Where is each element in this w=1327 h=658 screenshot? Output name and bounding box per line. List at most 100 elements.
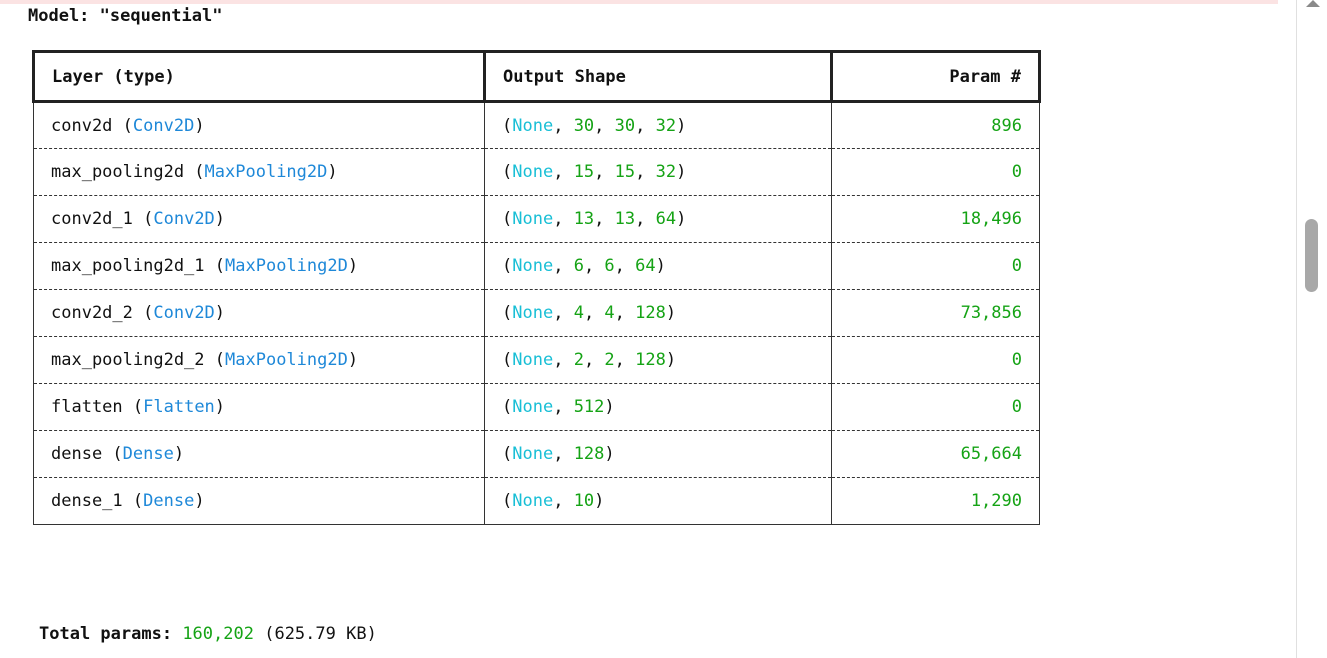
previous-output-edge (0, 0, 1278, 4)
layer-cell: conv2d_1 (Conv2D) (33, 195, 485, 243)
table-row: flatten (Flatten) (None, 512) 0 (33, 383, 1040, 431)
layer-name: flatten (51, 397, 123, 417)
layer-cell: max_pooling2d (MaxPooling2D) (33, 148, 485, 196)
total-params-line: Total params: 160,202 (625.79 KB) (39, 617, 418, 652)
batch-dim: None (512, 303, 554, 323)
model-name: "sequential" (99, 6, 223, 26)
layer-name: conv2d_1 (51, 209, 133, 229)
output-shape-cell: (None, 15, 15, 32) (484, 148, 832, 196)
param-count: 0 (831, 148, 1040, 196)
layer-type: MaxPooling2D (225, 350, 348, 370)
total-params-label: Total params: (39, 624, 173, 644)
shape-dim: 2 (604, 350, 615, 370)
shape-dim: 6 (573, 256, 584, 276)
table-row: conv2d_1 (Conv2D) (None, 13, 13, 64) 18,49… (33, 195, 1040, 243)
shape-dim: 2 (573, 350, 584, 370)
batch-dim: None (512, 162, 554, 182)
layer-type: Dense (122, 444, 174, 464)
param-count: 18,496 (831, 195, 1040, 243)
layer-type: MaxPooling2D (204, 162, 328, 182)
output-shape-cell: (None, 30, 30, 32) (484, 101, 832, 149)
table-row: max_pooling2d (MaxPooling2D) (None, 15, 1… (33, 148, 1040, 196)
batch-dim: None (512, 444, 554, 464)
layer-cell: flatten (Flatten) (33, 383, 485, 431)
shape-dim: 32 (655, 115, 677, 136)
total-params-value: 160,202 (182, 624, 254, 644)
param-count: 1,290 (831, 477, 1040, 525)
param-count: 65,664 (831, 430, 1040, 478)
shape-dim: 32 (655, 162, 677, 182)
batch-dim: None (512, 256, 554, 276)
param-totals: Total params: 160,202 (625.79 KB) Traina… (39, 548, 418, 658)
shape-dim: 6 (604, 256, 615, 276)
layer-cell: dense_1 (Dense) (33, 477, 485, 525)
shape-dim: 10 (573, 491, 595, 511)
layer-type: Flatten (143, 397, 215, 417)
output-shape-cell: (None, 4, 4, 128) (484, 289, 832, 337)
output-shape-cell: (None, 10) (484, 477, 832, 525)
shape-dim: 30 (573, 115, 595, 136)
shape-dim: 128 (635, 303, 666, 323)
model-title: Model: "sequential" (28, 5, 222, 27)
batch-dim: None (512, 209, 554, 229)
layer-type: Conv2D (132, 115, 195, 136)
table-row: dense_1 (Dense) (None, 10) 1,290 (33, 477, 1040, 525)
table-body: conv2d (Conv2D) (None, 30, 30, 32) 896 max_… (33, 101, 1040, 525)
header-output-shape: Output Shape (483, 50, 833, 103)
layer-type: Conv2D (153, 303, 215, 323)
output-shape-cell: (None, 13, 13, 64) (484, 195, 832, 243)
shape-dim: 15 (614, 162, 636, 182)
header-param-count: Param # (830, 50, 1041, 103)
shape-dim: 13 (614, 209, 636, 229)
layer-cell: conv2d (Conv2D) (33, 101, 485, 149)
total-params-size: (625.79 KB) (264, 624, 377, 644)
layer-name: dense_1 (51, 491, 123, 511)
shape-dim: 4 (604, 303, 615, 323)
batch-dim: None (512, 350, 554, 370)
table-row: max_pooling2d_1 (MaxPooling2D) (None, 6, … (33, 242, 1040, 290)
shape-dim: 4 (573, 303, 584, 323)
layer-name: dense (51, 444, 103, 464)
shape-dim: 15 (573, 162, 595, 182)
param-count: 896 (831, 101, 1040, 149)
layer-name: conv2d_2 (51, 303, 133, 323)
table-row: conv2d (Conv2D) (None, 30, 30, 32) 896 (33, 101, 1040, 149)
scroll-up-arrow-icon[interactable] (1306, 0, 1320, 7)
output-shape-cell: (None, 6, 6, 64) (484, 242, 832, 290)
layer-name: max_pooling2d_1 (51, 256, 205, 276)
shape-dim: 64 (635, 256, 656, 276)
vertical-scrollbar[interactable] (1296, 0, 1327, 658)
shape-dim: 64 (655, 209, 677, 229)
layer-cell: dense (Dense) (33, 430, 485, 478)
batch-dim: None (512, 397, 554, 417)
param-count: 73,856 (831, 289, 1040, 337)
batch-dim: None (512, 491, 554, 511)
table-row: max_pooling2d_2 (MaxPooling2D) (None, 2, … (33, 336, 1040, 384)
table-row: dense (Dense) (None, 128) 65,664 (33, 430, 1040, 478)
param-count: 0 (831, 242, 1040, 290)
scrollbar-thumb[interactable] (1305, 219, 1318, 292)
header-layer-type: Layer (type) (32, 50, 486, 103)
shape-dim: 30 (614, 115, 636, 136)
output-shape-cell: (None, 2, 2, 128) (484, 336, 832, 384)
layer-cell: max_pooling2d_2 (MaxPooling2D) (33, 336, 485, 384)
model-summary-table: Layer (type) Output Shape Param # conv2d… (32, 50, 1041, 525)
table-header-row: Layer (type) Output Shape Param # (32, 50, 1041, 103)
layer-cell: max_pooling2d_1 (MaxPooling2D) (33, 242, 485, 290)
output-shape-cell: (None, 128) (484, 430, 832, 478)
shape-dim: 128 (635, 350, 666, 370)
table-row: conv2d_2 (Conv2D) (None, 4, 4, 128) 73,856 (33, 289, 1040, 337)
layer-name: conv2d (51, 115, 113, 136)
layer-name: max_pooling2d (51, 162, 185, 182)
layer-type: MaxPooling2D (225, 256, 348, 276)
model-title-prefix: Model: (28, 6, 100, 26)
layer-name: max_pooling2d_2 (51, 350, 205, 370)
batch-dim: None (512, 115, 554, 136)
layer-cell: conv2d_2 (Conv2D) (33, 289, 485, 337)
layer-type: Conv2D (153, 209, 215, 229)
output-shape-cell: (None, 512) (484, 383, 832, 431)
param-count: 0 (831, 336, 1040, 384)
shape-dim: 13 (573, 209, 595, 229)
shape-dim: 512 (573, 397, 605, 417)
layer-type: Dense (143, 491, 195, 511)
